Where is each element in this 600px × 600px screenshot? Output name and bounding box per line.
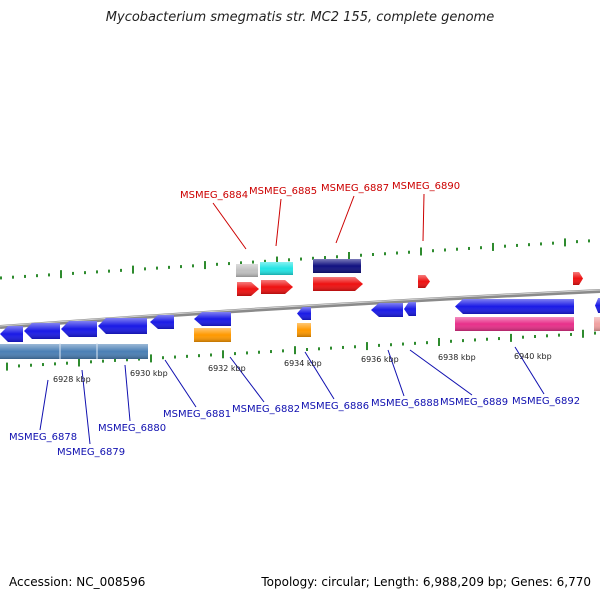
gene-feature-shading	[237, 282, 259, 296]
leader-line	[335, 195, 355, 244]
gene-feature-shading	[404, 302, 416, 316]
leader-line	[124, 364, 131, 422]
gene-feature-shading	[595, 298, 600, 313]
gene-feature-shading	[61, 321, 97, 337]
gene-feature-shading	[297, 323, 311, 337]
gene-feature-shading	[594, 317, 600, 331]
genome-summary: Topology: circular; Length: 6,988,209 bp…	[261, 575, 591, 589]
gene-feature-shading	[261, 280, 293, 294]
leader-line	[212, 202, 247, 250]
gene-label-forward[interactable]: MSMEG_6885	[249, 186, 317, 197]
gene-label-reverse[interactable]: MSMEG_6892	[512, 396, 580, 407]
gene-feature-shading	[455, 299, 574, 314]
gene-feature-shading	[297, 307, 311, 320]
accession-label: Accession: NC_008596	[9, 575, 146, 589]
leader-line	[514, 346, 545, 395]
scale-label: 6934 kbp	[284, 359, 322, 368]
gene-label-reverse[interactable]: MSMEG_6880	[98, 423, 166, 434]
scale-label: 6940 kbp	[514, 352, 552, 361]
gene-label-forward[interactable]: MSMEG_6884	[180, 190, 248, 201]
gene-label-reverse[interactable]: MSMEG_6882	[232, 404, 300, 415]
gene-feature-shading	[371, 303, 403, 317]
scale-label: 6930 kbp	[130, 369, 168, 378]
gene-feature-shading	[418, 275, 430, 288]
leader-line	[81, 369, 91, 445]
leader-line	[164, 359, 197, 408]
leader-line	[39, 379, 49, 431]
gene-feature-shading	[260, 262, 293, 275]
gene-label-forward[interactable]: MSMEG_6890	[392, 181, 460, 192]
gene-label-reverse[interactable]: MSMEG_6889	[440, 397, 508, 408]
genome-backbone-highlight	[0, 289, 600, 327]
leader-line	[409, 349, 473, 396]
gene-feature-shading	[98, 318, 147, 334]
scale-label: 6932 kbp	[208, 364, 246, 373]
rrna-feature-shading	[0, 344, 148, 359]
gene-feature-shading	[313, 277, 363, 291]
gene-label-reverse[interactable]: MSMEG_6886	[301, 401, 369, 412]
gene-label-forward[interactable]: MSMEG_6887	[321, 183, 389, 194]
gene-feature-shading	[455, 317, 574, 331]
leader-line	[229, 356, 265, 403]
gene-label-reverse[interactable]: MSMEG_6879	[57, 447, 125, 458]
gene-feature-shading	[24, 323, 60, 339]
leader-line	[387, 349, 405, 397]
leader-line	[304, 351, 335, 400]
scale-label: 6938 kbp	[438, 353, 476, 362]
gene-label-reverse[interactable]: MSMEG_6888	[371, 398, 439, 409]
gene-label-reverse[interactable]: MSMEG_6878	[9, 432, 77, 443]
gene-feature-shading	[0, 326, 23, 342]
map-title: Mycobacterium smegmatis str. MC2 155, co…	[105, 10, 495, 25]
gene-label-reverse[interactable]: MSMEG_6881	[163, 409, 231, 420]
gene-feature-shading	[313, 259, 361, 273]
leader-line	[275, 198, 282, 247]
gene-feature-shading	[194, 328, 231, 342]
leader-line	[422, 193, 425, 242]
gene-feature-shading	[194, 312, 231, 326]
scale-label: 6928 kbp	[53, 375, 91, 384]
scale-label: 6936 kbp	[361, 355, 399, 364]
gene-feature-shading	[236, 264, 258, 277]
gene-feature-shading	[573, 272, 583, 285]
gene-feature-shading	[150, 315, 174, 329]
